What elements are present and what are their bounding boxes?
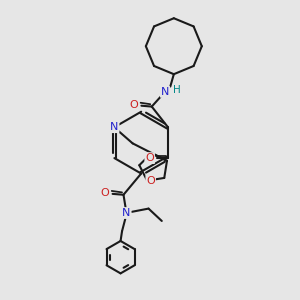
Text: N: N [122, 208, 130, 218]
Text: O: O [101, 188, 110, 198]
Text: O: O [146, 176, 155, 186]
Text: O: O [145, 153, 154, 163]
Text: H: H [173, 85, 181, 95]
Text: N: N [110, 122, 118, 132]
Text: N: N [161, 87, 169, 97]
Text: O: O [130, 100, 139, 110]
